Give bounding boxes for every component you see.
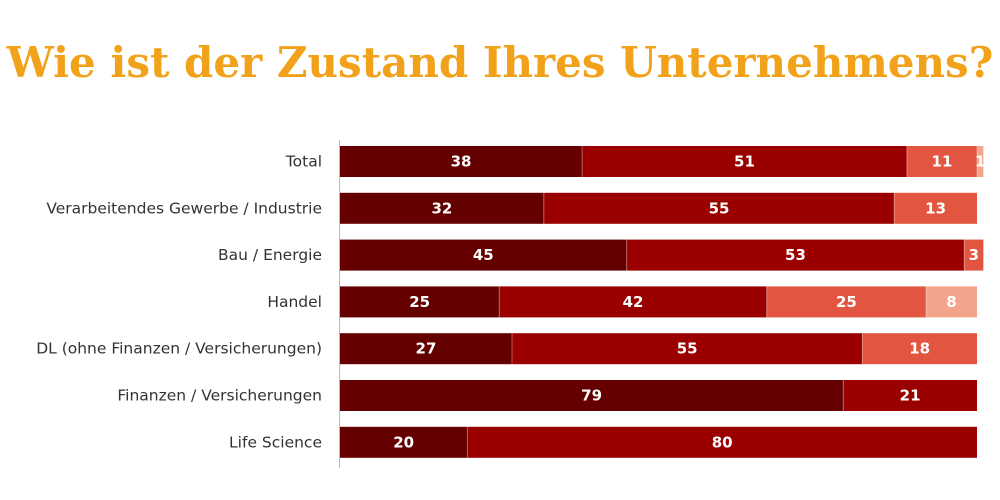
bar-segment bbox=[843, 380, 977, 411]
value-label: 1 bbox=[975, 153, 985, 171]
bar-segment bbox=[964, 239, 984, 271]
chart-title: Wie ist der Zustand Ihres Unternehmens? bbox=[6, 38, 994, 87]
bar-segment bbox=[499, 286, 767, 318]
value-label: 20 bbox=[393, 433, 414, 451]
category-label: DL (ohne Finanzen / Versicherungen) bbox=[36, 340, 322, 358]
bar-segment bbox=[862, 333, 977, 365]
value-label: 45 bbox=[473, 246, 494, 264]
bar-segment bbox=[977, 146, 984, 177]
category-label: Bau / Energie bbox=[218, 246, 322, 264]
value-label: 42 bbox=[623, 293, 644, 311]
bar-segment bbox=[894, 192, 977, 224]
value-label: 55 bbox=[709, 199, 730, 217]
value-label: 51 bbox=[734, 153, 755, 171]
bar-segment bbox=[543, 192, 895, 224]
value-label: 53 bbox=[785, 246, 806, 264]
category-label: Handel bbox=[267, 293, 322, 311]
bar-segment bbox=[467, 426, 977, 458]
bar-segment bbox=[626, 239, 965, 271]
value-label: 13 bbox=[925, 199, 946, 217]
value-label: 79 bbox=[581, 387, 602, 405]
bar-segment bbox=[582, 146, 907, 177]
category-label: Life Science bbox=[229, 433, 322, 451]
value-label: 21 bbox=[900, 387, 921, 405]
value-label: 80 bbox=[712, 433, 733, 451]
value-label: 32 bbox=[431, 199, 452, 217]
bar-segment bbox=[926, 286, 977, 318]
value-label: 3 bbox=[969, 246, 979, 264]
value-label: 25 bbox=[836, 293, 857, 311]
bar-segment bbox=[906, 146, 977, 177]
bar-segment bbox=[340, 146, 583, 177]
bar-segment bbox=[340, 426, 468, 458]
value-label: 11 bbox=[932, 153, 953, 171]
value-label: 27 bbox=[416, 340, 437, 358]
value-label: 55 bbox=[677, 340, 698, 358]
bar-segment bbox=[340, 286, 500, 318]
category-label: Verarbeitendes Gewerbe / Industrie bbox=[46, 199, 322, 217]
value-label: 18 bbox=[909, 340, 930, 358]
bar-segment bbox=[340, 380, 844, 411]
bar-segment bbox=[340, 333, 512, 365]
value-label: 25 bbox=[409, 293, 430, 311]
bar-segment bbox=[766, 286, 927, 318]
category-label: Finanzen / Versicherungen bbox=[117, 387, 322, 405]
category-label: Total bbox=[285, 153, 322, 171]
bar-segment bbox=[511, 333, 863, 365]
bar-segment bbox=[340, 192, 544, 224]
bar-segment bbox=[340, 239, 627, 271]
value-label: 38 bbox=[451, 153, 472, 171]
value-label: 8 bbox=[946, 293, 956, 311]
